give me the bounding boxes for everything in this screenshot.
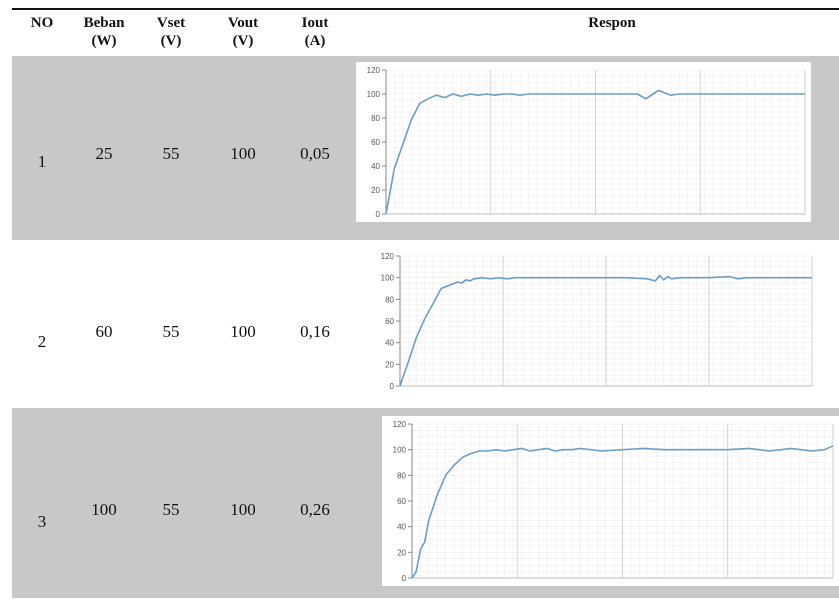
y-tick-label: 40 <box>397 523 406 532</box>
y-tick-label: 80 <box>371 114 380 123</box>
y-tick-label: 100 <box>367 90 381 99</box>
cell-no: 3 <box>37 512 47 531</box>
y-tick-label: 20 <box>385 360 394 369</box>
cell-vset: 55 <box>162 500 180 519</box>
cell-vset: 55 <box>162 322 180 341</box>
header-iout: Iout (A) <box>301 15 329 49</box>
y-tick-label: 100 <box>381 274 395 283</box>
cell-iout: 0,16 <box>300 322 330 341</box>
y-tick-label: 0 <box>402 574 407 583</box>
header-beban: Beban (W) <box>83 15 125 49</box>
y-tick-label: 20 <box>371 186 380 195</box>
response-series-line <box>399 274 812 387</box>
y-tick-label: 0 <box>390 382 395 391</box>
cell-beban: 25 <box>95 144 113 163</box>
cell-iout: 0,26 <box>300 500 330 519</box>
y-tick-label: 120 <box>393 420 407 429</box>
response-chart-1: 0 20 40 60 80 100 120 <box>356 62 811 222</box>
y-tick-label: 40 <box>371 162 380 171</box>
response-chart-2: 0 20 40 60 80 100 120 <box>370 248 818 394</box>
y-tick-label: 40 <box>385 339 394 348</box>
results-table: NO Beban (W) Vset (V) Vout (V) Iout (A) Resp… <box>12 8 839 598</box>
table-top-rule <box>12 8 839 10</box>
header-respon: Respon <box>588 15 636 31</box>
cell-beban: 100 <box>91 500 117 519</box>
response-chart-3-plot: 0 20 40 60 80 100 120 <box>393 420 834 583</box>
y-tick-label: 0 <box>376 210 381 219</box>
cell-no: 2 <box>37 332 47 351</box>
table-row: 3 100 55 100 0,26 0 20 40 60 80 100 120 <box>12 408 839 598</box>
cell-no: 1 <box>37 152 47 171</box>
y-tick-label: 80 <box>385 295 394 304</box>
table-row: 1 25 55 100 0,05 0 20 40 60 80 100 120 <box>12 56 839 240</box>
header-no: NO <box>30 15 54 31</box>
y-tick-label: 100 <box>393 446 407 455</box>
y-tick-label: 60 <box>371 138 380 147</box>
y-tick-label: 120 <box>381 252 395 261</box>
y-tick-label: 60 <box>385 317 394 326</box>
y-tick-label: 60 <box>397 497 406 506</box>
cell-vout: 100 <box>230 144 256 163</box>
header-vset: Vset (V) <box>156 15 186 49</box>
cell-vout: 100 <box>230 322 256 341</box>
cell-vset: 55 <box>162 144 180 163</box>
y-tick-label: 120 <box>367 66 381 75</box>
y-tick-label: 80 <box>397 471 406 480</box>
cell-iout: 0,05 <box>300 144 330 163</box>
header-vout: Vout (V) <box>227 15 259 49</box>
response-chart-2-plot: 0 20 40 60 80 100 120 <box>381 252 813 391</box>
response-chart-3: 0 20 40 60 80 100 120 <box>382 416 839 586</box>
response-chart-1-plot: 0 20 40 60 80 100 120 <box>367 66 806 219</box>
response-series-line <box>385 89 805 215</box>
response-series-line <box>411 445 834 579</box>
cell-vout: 100 <box>230 500 256 519</box>
y-tick-label: 20 <box>397 548 406 557</box>
cell-beban: 60 <box>95 322 113 341</box>
table-row: 2 60 55 100 0,16 0 20 40 60 80 100 120 <box>12 240 839 408</box>
